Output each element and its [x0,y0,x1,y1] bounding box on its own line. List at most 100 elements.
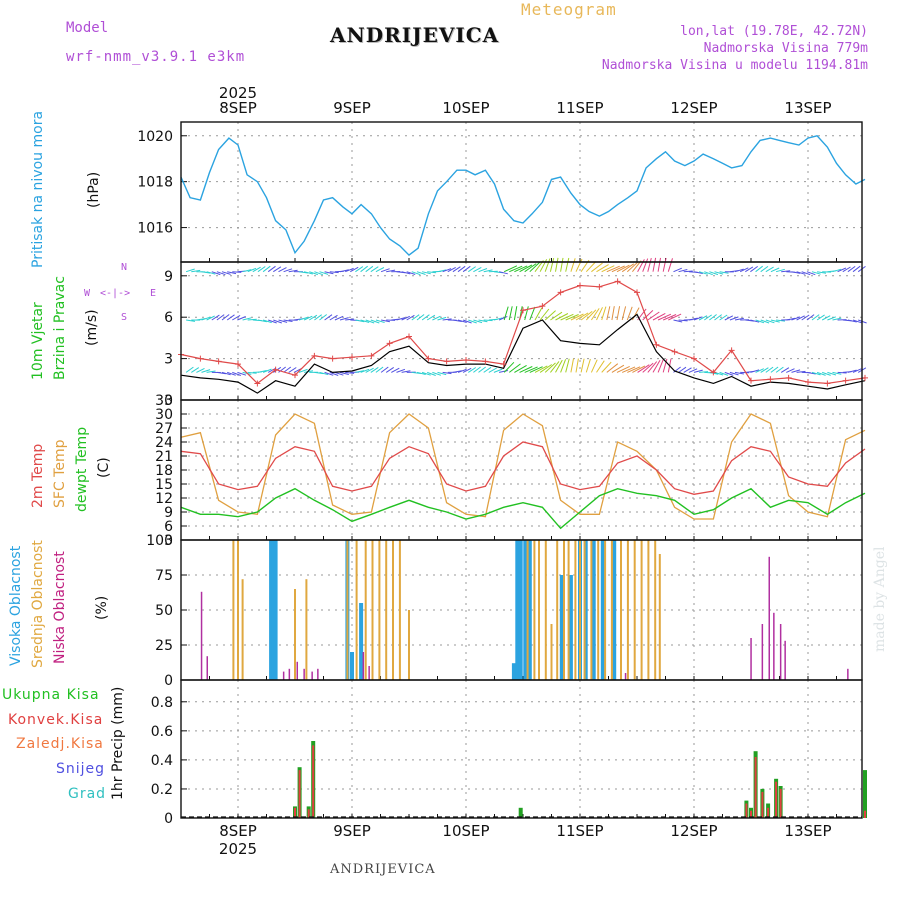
wind-gust-marker [500,361,507,368]
wind-direction-arrow [544,310,556,321]
wind-direction-arrow [688,368,698,373]
wind-direction-arrow [704,314,712,321]
wind-direction-arrow [396,368,406,373]
wind-gust-marker [292,372,298,379]
wind-direction-arrow [257,319,267,323]
conv-precip-bar [307,809,310,818]
wind-direction-arrow [816,371,826,376]
wind-direction-arrow [662,358,668,373]
wind-direction-arrow [288,367,297,373]
high-cloud-bar [350,652,354,680]
wind-direction-arrow [319,371,329,376]
wind-gust-marker [785,374,792,381]
wind-direction-arrow [401,370,411,373]
wind-direction-arrow [550,311,563,321]
wind-gust-marker [368,352,375,359]
wind-direction-arrow [585,309,597,321]
wind-direction-arrow [385,366,394,373]
legend-hail: Grad [68,786,107,802]
wind-direction-arrow [760,367,769,373]
wind-direction-arrow [262,319,272,324]
wind-direction-arrow [832,268,842,273]
wind-direction-arrow [324,371,334,376]
temp-tick-label: 21 [155,449,173,465]
mid-cloud-bar [579,540,581,680]
wind-direction-arrow [673,319,683,323]
temp-tick-label: 33 [155,393,173,409]
wind-direction-arrow [544,258,551,272]
wind-direction-arrow [483,269,493,273]
wind-direction-arrow [555,257,559,272]
wind-direction-arrow [668,313,682,321]
wind-direction-arrow [796,370,806,373]
mid-cloud-bar [371,540,374,680]
wind-direction-arrow [652,257,657,272]
wind-direction-arrow [503,361,515,373]
wind-gust-marker [311,352,318,359]
wind-direction-arrow [273,319,282,324]
wind-direction-arrow [237,371,247,376]
wind-gust-marker [805,379,811,386]
wind-direction-arrow [452,319,462,322]
wind-direction-arrow [360,368,370,373]
wind-direction-arrow [852,265,861,273]
wind-direction-arrow [786,368,795,373]
wind-direction-arrow [488,367,497,373]
wind-direction-arrow [339,269,349,273]
wind-gust-marker [272,366,279,373]
wind-direction-arrow [611,306,615,321]
wind-direction-arrow [216,271,226,276]
wind-direction-arrow [206,315,215,321]
wind-direction-arrow [493,317,503,321]
temp-tick-label: 30 [155,407,173,423]
wind-direction-arrow [314,314,322,321]
wind-direction-arrow [616,365,630,373]
wind-direction-arrow [780,367,790,373]
wind-direction-arrow [734,268,744,273]
wind-direction-arrow [185,268,195,273]
wind-gust-marker [425,355,432,362]
compass-arrows: <-|-> [100,288,131,299]
wind-direction-arrow [375,366,384,373]
temp2m-line [180,441,866,495]
wind-direction-arrow [221,371,231,376]
wind-direction-arrow [734,371,744,375]
wind-direction-arrow [278,366,287,373]
wind-direction-arrow [257,266,266,273]
wind-gust-marker [406,333,412,340]
temp-tick-label: 18 [155,463,173,479]
conv-precip-bar [750,810,752,818]
legend-snow: Snijeg [56,761,106,777]
mid-cloud-bar [385,540,388,680]
mid-cloud-bar [583,540,586,680]
wind-direction-arrow [657,359,664,373]
wind-gust-marker [520,307,526,314]
wind-direction-arrow [365,319,375,324]
wind-direction-arrow [729,316,739,321]
wind-direction-arrow [847,369,857,373]
wind-direction-arrow [601,265,615,273]
mid-cloud-bar [640,540,643,680]
wind-direction-arrow [406,314,415,321]
wind-direction-arrow [406,271,416,275]
mid-cloud-bar [563,540,565,680]
wind-direction-arrow [555,313,569,321]
pressure-tick-label: 1020 [137,129,173,145]
model-elevation: Nadmorska Visina u modelu 1194.81m [601,58,868,73]
mid-cloud-bar [620,540,622,680]
wind-direction-arrow [590,359,598,373]
conv-precip-bar [779,788,782,818]
low-cloud-bar [362,652,365,680]
low-cloud-bar [200,591,203,680]
wind-direction-arrow [560,313,574,321]
wind-gust-marker [728,347,735,354]
mid-cloud-bar [533,540,536,680]
high-cloud-bar [518,540,523,680]
wind-direction-arrow [760,319,770,324]
wind-gust-marker [349,354,355,361]
wind-direction-arrow [616,264,630,273]
wind-direction-arrow [216,371,226,375]
mid-cloud-bar [574,540,577,680]
wind-direction-arrow [775,366,784,373]
